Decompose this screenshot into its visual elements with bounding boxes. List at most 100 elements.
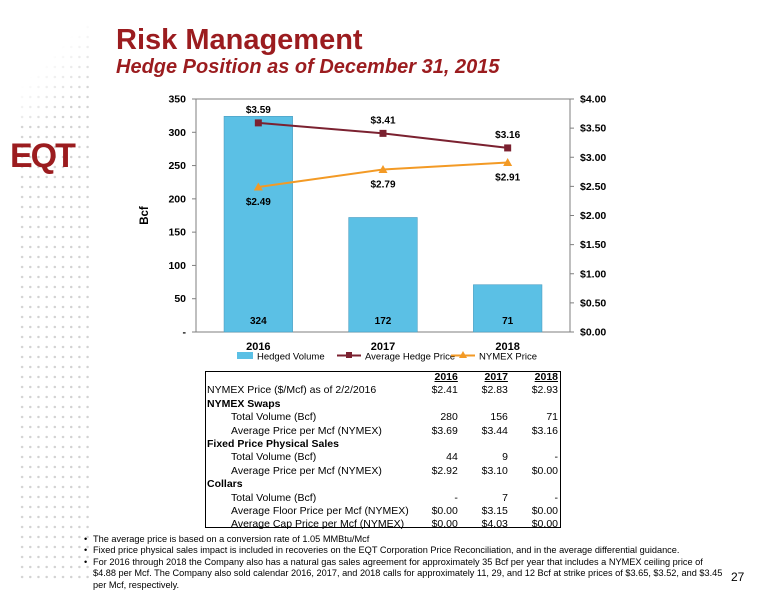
table-cell-value: $2.93 [531,384,558,397]
table-row-label: Total Volume (Bcf) [231,491,317,504]
table-cell-value [511,478,561,491]
table-cell-value: $0.00 [531,464,558,477]
average-hedge-price-data-label: $3.16 [495,130,520,141]
table-cell-value: $3.44 [481,424,508,437]
table-cell-value: $0.00 [531,505,558,518]
y2-tick-label: $2.50 [580,181,606,193]
table-header-cell: 2016 [411,371,461,384]
page-title: Risk Management [116,24,363,56]
y2-tick-label: $3.50 [580,123,606,135]
y-tick-label: - [183,327,187,339]
nymex-price-data-label: $2.79 [370,179,395,190]
legend-label: Hedged Volume [257,352,325,363]
table-cell-value: $3.10 [481,464,508,477]
footnotes: The average price is based on a conversi… [84,534,724,591]
eqt-logo: EQT [10,137,90,177]
logo-text: EQT [10,137,76,175]
y-tick-label: 150 [168,227,186,239]
table-cell-value [411,438,461,451]
table-row-label: Total Volume (Bcf) [231,411,317,424]
table-cell-value: $2.41 [431,384,458,397]
table-cell-value: $2.92 [431,464,458,477]
bar-hedged-volume [348,217,418,333]
table-cell-value [461,478,511,491]
table-cell-value: - [554,491,559,504]
table-row: Total Volume (Bcf) 44 9 - [205,451,561,464]
legend-marker-nymex-price [459,351,467,358]
hedge-table: 2016 2017 2018 NYMEX Price ($/Mcf) as of 2/… [205,371,561,532]
nymex-price-marker [503,157,513,166]
table-cell-value: - [454,491,458,504]
bar-data-label: 172 [375,316,392,327]
table-row-label: Average Price per Mcf (NYMEX) [231,464,382,477]
table-cell-value: $3.15 [481,505,508,518]
table-cell-value: $3.16 [531,424,558,437]
hedge-position-chart: - 50 100 150 200 250 300 350 $0.00 $0.50 $1.00 $1.5… [139,94,606,363]
table-row-label: Average Cap Price per Mcf (NYMEX) [231,518,405,531]
average-hedge-price-marker [504,144,512,152]
nymex-price-data-label: $2.91 [495,172,520,183]
table-row-label: Fixed Price Physical Sales [207,438,339,451]
table-cell-value: $0.00 [431,518,458,531]
table-row: Total Volume (Bcf) 280 156 71 [205,411,561,424]
page-subtitle: Hedge Position as of December 31, 2015 [116,56,500,78]
table-row-label: Average Floor Price per Mcf (NYMEX) [231,505,409,518]
y-tick-label: 50 [174,293,186,305]
table-cell-value: 71 [546,411,558,424]
table-row-label: Collars [207,478,243,491]
y-axis-title: Bcf [139,206,151,225]
bar-hedged-volume [473,284,543,333]
nymex-price-data-label: $2.49 [246,197,271,208]
table-cell-value: 156 [490,411,508,424]
table-header-row: 2016 2017 2018 [205,371,561,384]
average-hedge-price-data-label: $3.59 [246,105,271,116]
y2-tick-label: $1.50 [580,239,606,251]
page-number: 27 [731,570,745,584]
x-tick-label: 2016 [246,341,270,353]
footnote-item: Fixed price physical sales impact is inc… [84,545,724,557]
table-row-label: NYMEX Swaps [207,397,281,410]
table-cell-value: $0.00 [431,505,458,518]
y2-tick-label: $3.00 [580,152,606,164]
x-tick-label: 2017 [371,341,395,353]
table-cell-value: 9 [502,451,508,464]
table-cell-value [411,478,461,491]
table-cell-value: - [554,451,559,464]
table-header-cell: 2018 [511,371,561,384]
table-row-label: Average Price per Mcf (NYMEX) [231,424,382,437]
y2-tick-label: $0.50 [580,297,606,309]
y2-tick-label: $4.00 [580,94,606,106]
legend-swatch-hedged-volume [237,352,253,359]
legend-label: NYMEX Price [479,352,537,363]
column-header: 2017 [484,371,508,383]
legend-marker-average-hedge-price [346,352,352,358]
table-row: Total Volume (Bcf) - 7 - [205,492,561,505]
bar-hedged-volume [223,116,293,333]
table-cell-value [411,398,461,411]
y2-tick-label: $1.00 [580,268,606,280]
table-row: Average Floor Price per Mcf (NYMEX) $0.00… [205,505,561,518]
legend-label: Average Hedge Price [365,352,455,363]
table-row: Fixed Price Physical Sales [205,438,561,451]
bar-data-label: 71 [502,316,514,327]
hedge-table-body: 2016 2017 2018 NYMEX Price ($/Mcf) as of 2/… [205,371,561,532]
average-hedge-price-marker [254,119,262,127]
table-row: Average Price per Mcf (NYMEX) $3.69 $3.44 $… [205,425,561,438]
table-row: NYMEX Price ($/Mcf) as of 2/2/2016 $2.41 $… [205,384,561,397]
y-tick-label: 350 [168,94,186,106]
table-cell-value: 44 [446,451,458,464]
y2-tick-label: $0.00 [580,327,606,339]
footnote-item: For 2016 through 2018 the Company also h… [84,557,724,591]
nymex-price-marker [378,164,388,173]
dot-pattern-fade [0,0,118,120]
average-hedge-price-data-label: $3.41 [370,115,395,126]
bar-data-label: 324 [250,316,267,327]
column-header: 2016 [434,371,458,383]
x-tick-label: 2018 [495,341,519,353]
table-header-cell: 2017 [461,371,511,384]
table-cell-value: $4.03 [481,518,508,531]
y-tick-label: 250 [168,160,186,172]
table-cell-value [461,398,511,411]
footnote-item: The average price is based on a conversi… [84,534,724,546]
y-tick-label: 300 [168,127,186,139]
